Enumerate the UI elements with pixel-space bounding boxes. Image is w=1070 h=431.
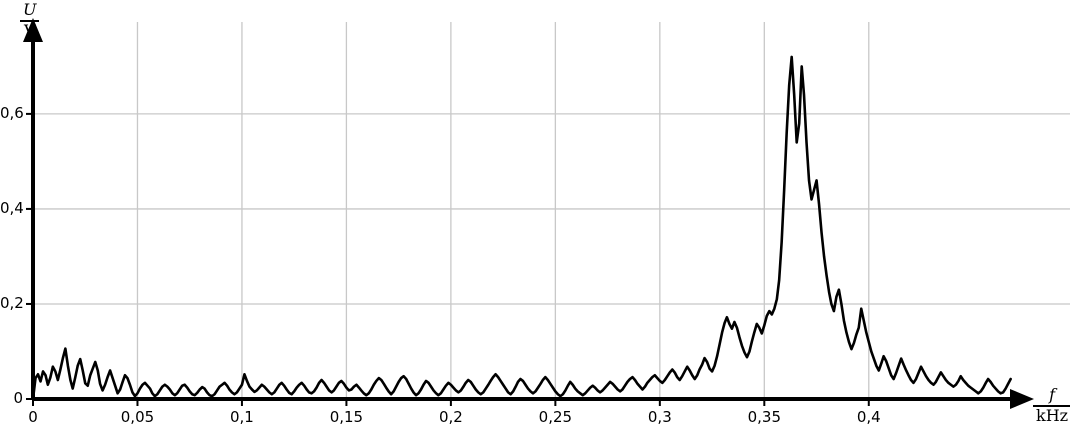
- axes: [23, 18, 1034, 409]
- y-axis-tick-label: 0,4: [0, 198, 24, 217]
- x-axis-label-fraction-bar: [1033, 404, 1070, 407]
- y-axis-label-denominator: V: [23, 20, 36, 40]
- x-axis-tick-label: 0,4: [856, 408, 881, 426]
- y-axis-tick-label: 0: [13, 389, 23, 407]
- grid-lines: [35, 22, 1070, 397]
- y-axis-label-numerator: U: [23, 0, 37, 19]
- tick-marks: [26, 112, 870, 406]
- x-axis-arrowhead: [1010, 389, 1034, 409]
- x-axis-label: f kHz: [1033, 385, 1070, 425]
- x-axis-tick-label: 0,25: [538, 408, 573, 426]
- x-axis-label-numerator: f: [1049, 385, 1055, 404]
- y-axis-label: U V: [20, 0, 40, 40]
- spectrum-data-line: [31, 55, 1012, 401]
- x-axis-tick-label: 0,2: [438, 408, 463, 426]
- y-axis-label-fraction-bar: [20, 19, 40, 22]
- x-axis-tick-label: 0,15: [329, 408, 364, 426]
- x-axis-tick-label: 0,35: [747, 408, 781, 426]
- y-axis-arrowhead: [23, 18, 43, 42]
- y-axis-tick-label: 0,6: [0, 103, 24, 122]
- x-axis-tick-label: 0: [28, 408, 38, 426]
- x-axis-tick-label: 0,1: [230, 408, 254, 426]
- y-axis-tick-label: 0,2: [0, 293, 24, 312]
- x-axis-tick-label: 0,3: [647, 408, 672, 426]
- x-axis-label-denominator: kHz: [1036, 405, 1069, 425]
- x-axis-tick-label: 0,05: [120, 408, 155, 426]
